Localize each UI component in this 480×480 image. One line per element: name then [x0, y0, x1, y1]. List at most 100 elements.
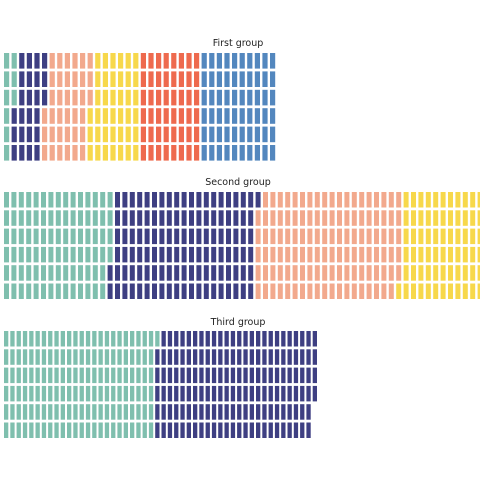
- waffle-tile-series-1: [117, 385, 122, 402]
- waffle-tile-series-1: [98, 367, 103, 384]
- waffle-tile-series-2: [218, 404, 223, 420]
- waffle-tile-series-1: [136, 331, 141, 347]
- waffle-tile-series-2: [166, 192, 172, 208]
- waffle-tile-series-1: [60, 367, 65, 384]
- waffle-tile-series-5: [178, 126, 184, 143]
- waffle-tile-series-1: [107, 210, 113, 226]
- waffle-tile-series-3: [80, 108, 86, 124]
- waffle-tile-series-4: [403, 265, 409, 281]
- waffle-tile-series-1: [33, 192, 39, 208]
- waffle-panel-first-group: [4, 53, 276, 161]
- waffle-tile-series-6: [262, 108, 268, 124]
- waffle-tile-series-1: [73, 331, 78, 347]
- waffle-tile-series-3: [72, 108, 78, 124]
- waffle-tile-series-6: [254, 145, 260, 161]
- waffle-tile-series-3: [57, 126, 63, 143]
- panel-title-first-group: First group: [213, 38, 264, 49]
- waffle-tile-series-6: [232, 89, 238, 106]
- waffle-tile-series-2: [174, 404, 179, 420]
- waffle-tile-series-2: [186, 349, 191, 365]
- waffle-tile-series-1: [10, 331, 15, 347]
- waffle-tile-series-1: [92, 331, 97, 347]
- waffle-tile-series-6: [209, 53, 215, 69]
- waffle-tile-series-2: [293, 422, 299, 438]
- waffle-tile-series-1: [117, 349, 122, 365]
- waffle-tile-series-4: [125, 71, 131, 87]
- waffle-tile-series-3: [87, 71, 93, 87]
- waffle-tile-series-6: [209, 71, 215, 87]
- waffle-tile-series-1: [55, 228, 61, 245]
- waffle-tile-series-2: [174, 228, 180, 245]
- waffle-tile-series-3: [42, 145, 48, 161]
- waffle-tile-series-5: [140, 53, 146, 69]
- waffle-tile-series-2: [166, 265, 172, 281]
- waffle-tile-series-2: [186, 422, 191, 438]
- waffle-tile-series-2: [274, 422, 280, 438]
- waffle-tile-series-4: [411, 246, 416, 263]
- waffle-tile-series-1: [67, 385, 72, 402]
- waffle-tile-series-3: [307, 265, 313, 281]
- waffle-tile-series-1: [123, 349, 128, 365]
- waffle-tile-series-2: [240, 265, 246, 281]
- waffle-tile-series-1: [63, 246, 69, 263]
- waffle-tile-series-4: [133, 71, 139, 87]
- waffle-tile-series-6: [201, 89, 207, 106]
- waffle-tile-series-4: [470, 283, 476, 299]
- waffle-tile-series-2: [233, 283, 239, 299]
- waffle-tile-series-4: [87, 108, 93, 124]
- waffle-tile-series-1: [130, 367, 135, 384]
- waffle-tile-series-4: [455, 246, 461, 263]
- waffle-tile-series-3: [344, 210, 350, 226]
- waffle-tile-series-2: [144, 228, 150, 245]
- waffle-tile-series-1: [104, 367, 110, 384]
- waffle-tile-series-1: [41, 385, 47, 402]
- waffle-tile-series-6: [254, 71, 260, 87]
- waffle-tile-series-2: [230, 404, 236, 420]
- waffle-tile-series-3: [255, 228, 261, 245]
- waffle-tile-series-2: [218, 385, 223, 402]
- waffle-tile-series-4: [425, 283, 431, 299]
- waffle-tile-series-2: [300, 367, 305, 384]
- waffle-tile-series-3: [351, 192, 357, 208]
- waffle-tile-series-2: [262, 385, 267, 402]
- waffle-tile-series-3: [329, 246, 335, 263]
- waffle-tile-series-1: [48, 246, 54, 263]
- waffle-tile-series-1: [22, 422, 28, 438]
- waffle-tile-series-2: [243, 385, 248, 402]
- waffle-tile-series-3: [351, 265, 357, 281]
- waffle-tile-series-2: [312, 367, 317, 384]
- waffle-tile-series-5: [186, 145, 192, 161]
- waffle-tile-series-2: [205, 404, 210, 420]
- waffle-tile-series-2: [224, 385, 229, 402]
- waffle-tile-series-4: [455, 228, 461, 245]
- waffle-tile-series-1: [92, 228, 98, 245]
- waffle-tile-series-1: [18, 265, 24, 281]
- waffle-tile-series-4: [455, 210, 461, 226]
- waffle-tile-series-3: [337, 210, 342, 226]
- waffle-tile-series-1: [85, 422, 91, 438]
- waffle-tile-series-2: [166, 246, 172, 263]
- waffle-tile-series-2: [293, 367, 299, 384]
- waffle-tile-series-2: [268, 349, 273, 365]
- waffle-tile-series-1: [18, 283, 24, 299]
- waffle-tile-series-2: [152, 192, 157, 208]
- waffle-tile-series-2: [155, 349, 160, 365]
- waffle-tile-series-1: [148, 385, 154, 402]
- waffle-tile-series-2: [180, 385, 185, 402]
- waffle-tile-series-1: [79, 349, 84, 365]
- waffle-tile-series-5: [178, 108, 184, 124]
- waffle-tile-series-6: [262, 71, 268, 87]
- waffle-tile-series-4: [118, 108, 124, 124]
- waffle-tile-series-1: [4, 283, 9, 299]
- waffle-tile-series-5: [171, 71, 177, 87]
- waffle-tile-series-3: [42, 126, 48, 143]
- waffle-tile-series-4: [411, 210, 416, 226]
- waffle-tile-series-2: [161, 404, 166, 420]
- waffle-tile-series-2: [240, 228, 246, 245]
- waffle-tile-series-4: [87, 126, 93, 143]
- waffle-tile-series-2: [199, 385, 204, 402]
- waffle-tile-series-2: [189, 283, 194, 299]
- waffle-tile-series-2: [174, 331, 179, 347]
- waffle-tile-series-1: [18, 192, 24, 208]
